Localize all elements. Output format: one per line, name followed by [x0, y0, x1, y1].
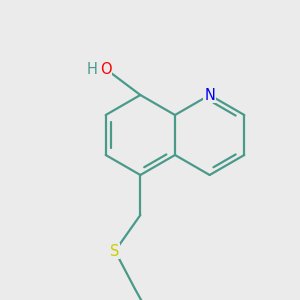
Text: S: S [110, 244, 120, 259]
Text: O: O [100, 61, 112, 76]
Text: N: N [204, 88, 215, 103]
Text: H: H [86, 61, 97, 76]
